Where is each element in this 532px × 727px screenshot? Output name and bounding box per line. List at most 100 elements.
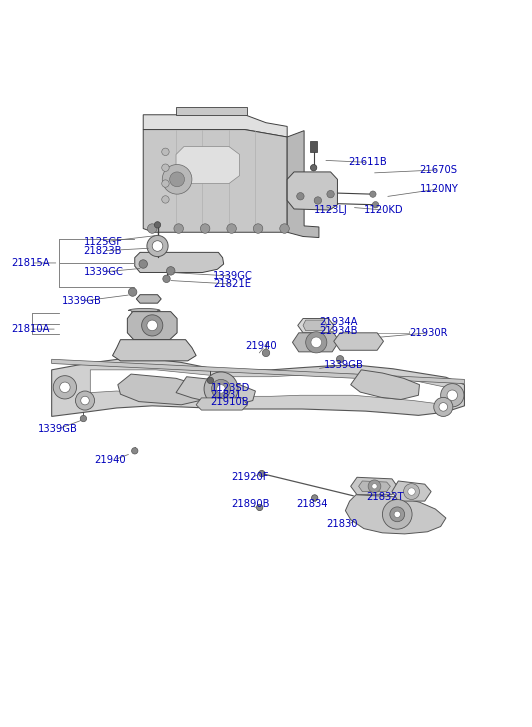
Text: 1125GF: 1125GF bbox=[84, 237, 122, 246]
Text: 21832T: 21832T bbox=[367, 492, 404, 502]
Circle shape bbox=[314, 197, 321, 204]
Circle shape bbox=[383, 499, 412, 529]
Circle shape bbox=[162, 164, 169, 172]
Circle shape bbox=[162, 196, 169, 203]
Circle shape bbox=[372, 201, 379, 208]
Polygon shape bbox=[298, 318, 334, 333]
Text: 21823B: 21823B bbox=[84, 246, 122, 256]
Polygon shape bbox=[90, 370, 446, 405]
Circle shape bbox=[434, 398, 453, 417]
Text: 1123SD: 1123SD bbox=[211, 383, 250, 393]
Circle shape bbox=[163, 275, 170, 283]
Circle shape bbox=[440, 384, 464, 407]
Polygon shape bbox=[303, 320, 327, 331]
Polygon shape bbox=[293, 333, 339, 352]
Circle shape bbox=[152, 241, 163, 252]
Circle shape bbox=[60, 382, 70, 393]
Circle shape bbox=[170, 172, 185, 187]
Circle shape bbox=[259, 470, 265, 477]
Circle shape bbox=[280, 224, 289, 233]
Circle shape bbox=[262, 349, 270, 357]
Circle shape bbox=[439, 403, 447, 411]
Circle shape bbox=[297, 193, 304, 200]
Polygon shape bbox=[128, 308, 160, 315]
Polygon shape bbox=[143, 115, 287, 137]
Text: 21890B: 21890B bbox=[231, 499, 270, 510]
Polygon shape bbox=[135, 252, 223, 273]
Circle shape bbox=[147, 236, 168, 257]
Circle shape bbox=[312, 495, 318, 501]
Text: 21934B: 21934B bbox=[319, 326, 358, 336]
Circle shape bbox=[306, 332, 327, 353]
Circle shape bbox=[128, 288, 137, 297]
Circle shape bbox=[162, 164, 192, 194]
Polygon shape bbox=[143, 129, 287, 232]
Circle shape bbox=[147, 224, 157, 233]
Text: 21940: 21940 bbox=[94, 455, 126, 465]
Polygon shape bbox=[287, 172, 337, 210]
Circle shape bbox=[81, 396, 89, 405]
Polygon shape bbox=[287, 131, 319, 238]
Circle shape bbox=[311, 164, 317, 171]
Circle shape bbox=[336, 356, 344, 363]
Circle shape bbox=[256, 505, 263, 510]
Circle shape bbox=[217, 385, 225, 393]
Circle shape bbox=[162, 180, 169, 188]
Circle shape bbox=[408, 488, 415, 495]
Polygon shape bbox=[176, 377, 255, 405]
Circle shape bbox=[404, 483, 419, 499]
Polygon shape bbox=[118, 374, 208, 405]
Text: 21834: 21834 bbox=[297, 499, 328, 510]
Text: 1339GB: 1339GB bbox=[324, 360, 364, 369]
Text: 1120KD: 1120KD bbox=[364, 205, 404, 215]
Polygon shape bbox=[176, 147, 239, 183]
Text: 1123LJ: 1123LJ bbox=[314, 205, 347, 215]
Circle shape bbox=[370, 191, 376, 197]
Text: 21831: 21831 bbox=[211, 390, 242, 401]
Circle shape bbox=[368, 480, 381, 493]
Circle shape bbox=[204, 372, 238, 406]
Circle shape bbox=[139, 260, 147, 268]
Circle shape bbox=[53, 376, 77, 399]
Polygon shape bbox=[392, 481, 431, 501]
Circle shape bbox=[372, 483, 377, 489]
Text: 21940: 21940 bbox=[245, 341, 277, 351]
Polygon shape bbox=[345, 495, 446, 534]
Polygon shape bbox=[351, 370, 419, 400]
Circle shape bbox=[174, 224, 184, 233]
Polygon shape bbox=[52, 359, 464, 384]
Circle shape bbox=[394, 511, 401, 518]
Bar bbox=[311, 141, 317, 152]
Circle shape bbox=[390, 507, 405, 522]
Circle shape bbox=[80, 415, 87, 422]
Circle shape bbox=[131, 448, 138, 454]
Circle shape bbox=[142, 315, 163, 336]
Polygon shape bbox=[196, 398, 247, 410]
Text: 21910B: 21910B bbox=[211, 397, 249, 407]
Text: 21821E: 21821E bbox=[213, 279, 251, 289]
Polygon shape bbox=[113, 340, 196, 361]
Text: 1120NY: 1120NY bbox=[419, 184, 459, 194]
Polygon shape bbox=[52, 359, 464, 417]
Polygon shape bbox=[351, 478, 397, 495]
Text: 21830: 21830 bbox=[326, 519, 358, 529]
Text: 21611B: 21611B bbox=[348, 158, 387, 167]
Text: 21810A: 21810A bbox=[11, 324, 49, 334]
Circle shape bbox=[154, 222, 161, 228]
Circle shape bbox=[227, 224, 236, 233]
Circle shape bbox=[447, 390, 458, 401]
Text: 1339GC: 1339GC bbox=[213, 271, 253, 281]
Polygon shape bbox=[359, 481, 390, 491]
Circle shape bbox=[201, 224, 210, 233]
Circle shape bbox=[212, 379, 230, 398]
Polygon shape bbox=[176, 107, 247, 115]
Text: 21934A: 21934A bbox=[319, 317, 358, 327]
Circle shape bbox=[311, 337, 321, 348]
Text: 1339GB: 1339GB bbox=[62, 296, 102, 306]
Text: 21670S: 21670S bbox=[419, 165, 458, 174]
Circle shape bbox=[76, 391, 95, 410]
Polygon shape bbox=[334, 333, 384, 350]
Circle shape bbox=[327, 190, 334, 198]
Circle shape bbox=[253, 224, 263, 233]
Circle shape bbox=[167, 267, 175, 275]
